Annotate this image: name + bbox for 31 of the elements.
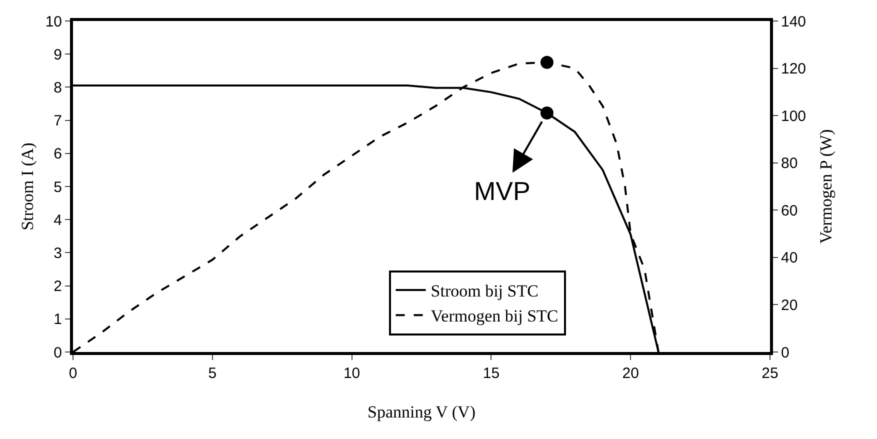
y-tick-label: 10 [45,13,62,30]
y-tick-label: 5 [54,178,62,196]
legend-label: Vermogen bij STC [430,306,558,326]
y2-tick-label: 20 [781,296,798,314]
y2-tick-label: 0 [781,344,790,362]
y2-tick-label: 100 [781,108,806,125]
y2-tick-label: 140 [781,13,806,30]
y2-tick-label: 60 [781,202,798,220]
x-axis-title: Spanning V (V) [368,402,476,422]
y-tick-label: 9 [54,46,62,64]
y-tick-label: 7 [54,112,62,130]
y-tick-label: 4 [54,212,62,229]
x-tick-label: 15 [482,365,500,382]
annotation: MVP [474,176,530,206]
x-tick-label: 10 [343,365,360,382]
x-tick-label: 20 [622,365,639,382]
y2-axis-title: Vermogen P (W) [816,129,836,244]
y-tick-label: 6 [54,146,62,163]
y-tick-label: 2 [54,278,62,296]
x-tick-label: 5 [208,365,217,382]
x-tick-label: 25 [762,365,778,382]
legend-label: Stroom bij STC [430,282,538,301]
y-tick-label: 1 [54,311,62,328]
y2-tick-label: 80 [781,155,798,172]
y-axis-title: Stroom I (A) [18,142,37,230]
y-tick-label: 0 [54,344,62,362]
x-tick-label: 0 [68,365,78,382]
y-tick-label: 3 [54,244,62,262]
y-tick-label: 8 [54,79,62,96]
y2-tick-label: 40 [781,250,798,267]
y2-tick-label: 120 [781,60,806,78]
